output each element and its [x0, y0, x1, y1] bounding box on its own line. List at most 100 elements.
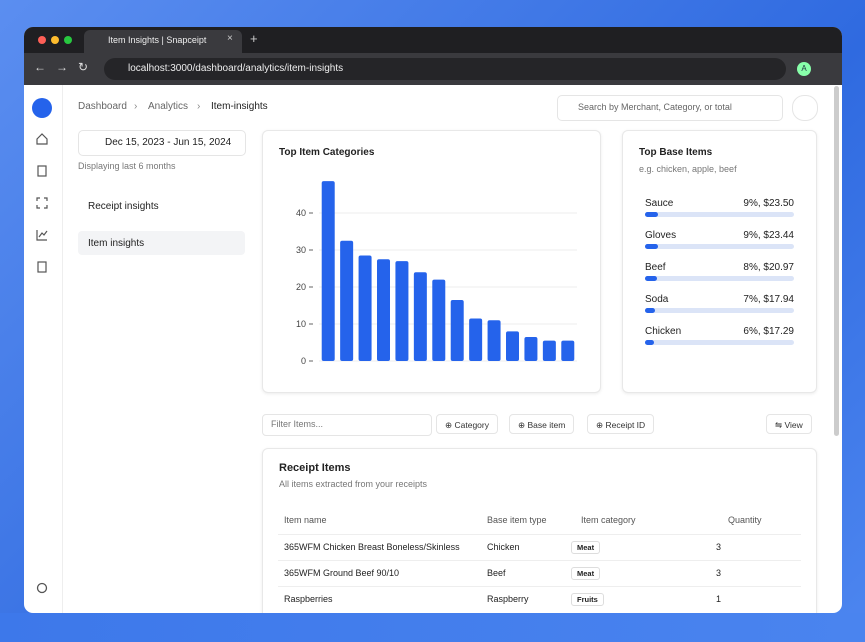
column-header: Item name	[284, 515, 327, 525]
cell: Raspberry	[487, 594, 529, 604]
breadcrumb-1[interactable]: Dashboard	[78, 101, 127, 112]
y-tick-label: 10	[296, 319, 306, 329]
bar	[358, 255, 372, 361]
date-range: Dec 15, 2023 - Jun 15, 2024	[105, 137, 232, 148]
row-divider	[278, 534, 801, 535]
bar	[487, 320, 501, 361]
filter-button[interactable]: ⊕ Category	[436, 414, 498, 434]
category-badge: Meat	[571, 567, 601, 580]
filter-label: Category	[454, 420, 489, 430]
bar	[413, 272, 427, 361]
nav-active	[78, 231, 245, 255]
bar	[321, 181, 335, 361]
chart: 0 10 20 30 40	[296, 181, 577, 366]
item-value: 6%, $17.29	[743, 326, 794, 337]
breadcrumb-3: Item-insights	[211, 101, 268, 112]
cell: 1	[716, 594, 722, 604]
table-card	[262, 448, 817, 630]
view-button[interactable]: ⇋ View	[766, 414, 812, 434]
filter-label: Base item	[527, 420, 566, 430]
base-items-subtitle: e.g. chicken, apple, beef	[639, 164, 737, 174]
new-tab[interactable]: +	[250, 31, 258, 46]
view-icon: ⇋	[775, 420, 785, 430]
tab-close[interactable]: ×	[227, 33, 233, 44]
item-track	[645, 340, 794, 345]
y-tick-label: 0	[301, 356, 306, 366]
item-bar	[645, 244, 659, 249]
row-divider	[278, 586, 801, 587]
cell: 3	[716, 542, 722, 552]
item-value: 9%, $23.44	[743, 230, 794, 241]
bar	[561, 340, 575, 361]
item-name: Sauce	[645, 198, 674, 209]
column-header: Base item type	[487, 515, 547, 525]
item-value: 9%, $23.50	[743, 198, 794, 209]
url-field[interactable]	[104, 58, 786, 80]
date-picker[interactable]	[78, 130, 246, 156]
breadcrumb-sep: ›	[197, 101, 201, 112]
base-items-card	[622, 130, 817, 393]
filter-placeholder: Filter Items...	[271, 419, 324, 429]
chart-title: Top Item Categories	[279, 147, 375, 158]
cell: 365WFM Chicken Breast Boneless/Skinless	[284, 542, 460, 552]
url: localhost:3000/dashboard/analytics/item-…	[128, 63, 344, 74]
filter-label: Receipt ID	[605, 420, 646, 430]
bar	[506, 331, 519, 361]
item-name: Soda	[645, 294, 669, 305]
bar	[377, 259, 390, 361]
bar	[542, 340, 556, 361]
item-bar	[645, 276, 657, 281]
category-badge: Meat	[571, 541, 601, 554]
nav-item[interactable]: Receipt insights	[88, 201, 159, 212]
bar	[469, 318, 483, 361]
item-value: 8%, $20.97	[743, 262, 794, 273]
item-bar	[645, 308, 656, 313]
bottom-cover	[0, 613, 865, 642]
cell: 365WFM Ground Beef 90/10	[284, 568, 400, 578]
breadcrumb-2[interactable]: Analytics	[148, 101, 189, 112]
cell: Raspberries	[284, 594, 333, 604]
y-tick-label: 20	[296, 282, 306, 292]
item-track	[645, 244, 794, 249]
user-button[interactable]	[792, 95, 818, 121]
bar	[395, 261, 409, 361]
nav-buttons[interactable]: ←→↻	[34, 60, 99, 74]
tab[interactable]	[84, 30, 242, 53]
sidebar-icons[interactable]	[35, 131, 49, 301]
dot-green[interactable]	[64, 36, 72, 44]
scrollbar[interactable]	[834, 86, 839, 436]
item-name: Chicken	[645, 326, 682, 337]
dot-red[interactable]	[38, 36, 46, 44]
search-box[interactable]	[557, 95, 783, 121]
filter-input[interactable]	[262, 414, 432, 436]
item-name: Gloves	[645, 230, 677, 241]
filter-button[interactable]: ⊕ Receipt ID	[587, 414, 655, 434]
item-track	[645, 276, 794, 281]
settings-icon[interactable]	[35, 581, 49, 595]
item-track	[645, 212, 794, 217]
table-title: Receipt Items	[279, 462, 351, 474]
filter-label: ⊕	[518, 420, 528, 430]
item-name: Beef	[645, 262, 666, 273]
tab-title: Item Insights | Snapceipt	[108, 35, 207, 45]
nav-item[interactable]: Item insights	[88, 238, 145, 249]
table-subtitle: All items extracted from your receipts	[279, 479, 428, 489]
avatar[interactable]: A	[797, 62, 811, 76]
y-tick-label: 30	[296, 245, 306, 255]
bar	[340, 240, 354, 361]
base-items-title: Top Base Items	[639, 147, 713, 158]
bar	[524, 336, 538, 361]
column-header: Item category	[581, 515, 636, 525]
view-label: View	[784, 420, 803, 430]
sidebar	[24, 85, 63, 613]
item-value: 7%, $17.94	[743, 294, 794, 305]
breadcrumb-sep: ›	[134, 101, 138, 112]
filter-button[interactable]: ⊕ Base item	[509, 414, 575, 434]
column-header: Quantity	[728, 515, 762, 525]
dot-yellow[interactable]	[51, 36, 59, 44]
category-badge: Fruits	[571, 593, 604, 606]
bar	[450, 299, 464, 361]
cell: Chicken	[487, 542, 520, 552]
logo[interactable]	[32, 98, 52, 118]
